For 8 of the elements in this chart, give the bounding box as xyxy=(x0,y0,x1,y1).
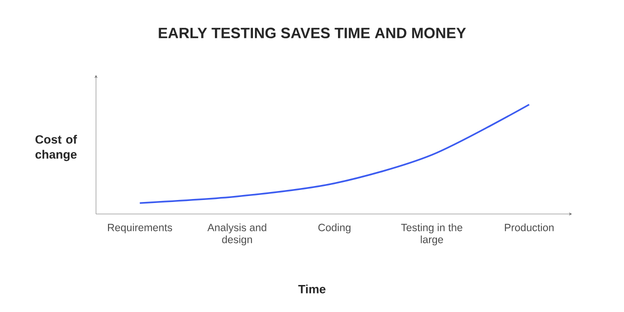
x-tick-label: Analysis and design xyxy=(207,224,266,246)
x-tick-label: Requirements xyxy=(108,224,172,234)
x-tick-label: Production xyxy=(504,224,554,232)
chart-title: EARLY TESTING SAVES TIME AND MONEY xyxy=(158,28,466,38)
x-tick-label: Coding xyxy=(318,224,350,234)
y-axis-title: Cost of change xyxy=(35,134,78,162)
x-axis-title: Time xyxy=(298,284,326,294)
x-tick-label: Testing in the large xyxy=(401,224,462,246)
